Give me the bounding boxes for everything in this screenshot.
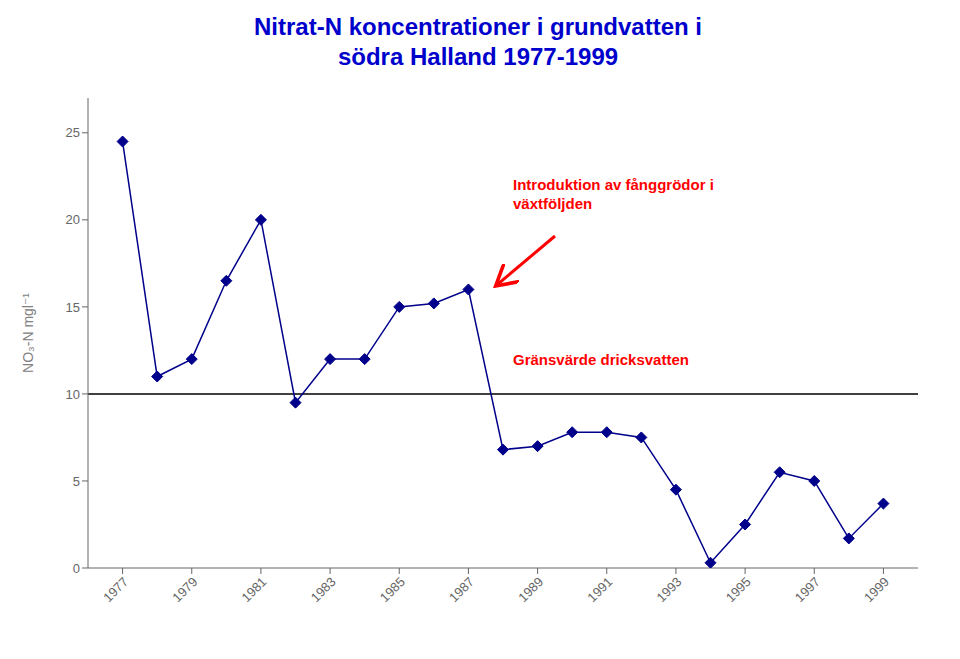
- svg-text:1995: 1995: [723, 574, 754, 605]
- svg-text:20: 20: [66, 212, 80, 227]
- svg-text:10: 10: [66, 387, 80, 402]
- svg-text:1979: 1979: [169, 574, 200, 605]
- html-text:södra Halland 1977-1999: södra Halland 1977-1999: [337, 43, 619, 70]
- svg-text:5: 5: [73, 474, 80, 489]
- svg-text:NO₃-N mgl⁻¹: NO₃-N mgl⁻¹: [20, 293, 36, 373]
- svg-text:1987: 1987: [446, 574, 477, 605]
- svg-text:1985: 1985: [377, 574, 408, 605]
- svg-text:Gränsvärde dricksvatten: Gränsvärde dricksvatten: [513, 351, 689, 368]
- svg-text:Introduktion av fånggrödor ivä: Introduktion av fånggrödor iväxtföljden: [513, 176, 714, 212]
- svg-text:1983: 1983: [308, 574, 339, 605]
- svg-text:0: 0: [73, 561, 80, 576]
- svg-text:1989: 1989: [515, 574, 546, 605]
- svg-text:15: 15: [66, 300, 80, 315]
- svg-text:1993: 1993: [654, 574, 685, 605]
- svg-text:1977: 1977: [100, 574, 131, 605]
- svg-text:1981: 1981: [239, 574, 270, 605]
- svg-text:1997: 1997: [792, 574, 823, 605]
- svg-text:25: 25: [66, 125, 80, 140]
- svg-text:1999: 1999: [861, 574, 892, 605]
- html-text:Nitrat-N koncentrationer i gru: Nitrat-N koncentrationer i grundvatten i: [254, 13, 702, 40]
- svg-text:1991: 1991: [584, 574, 615, 605]
